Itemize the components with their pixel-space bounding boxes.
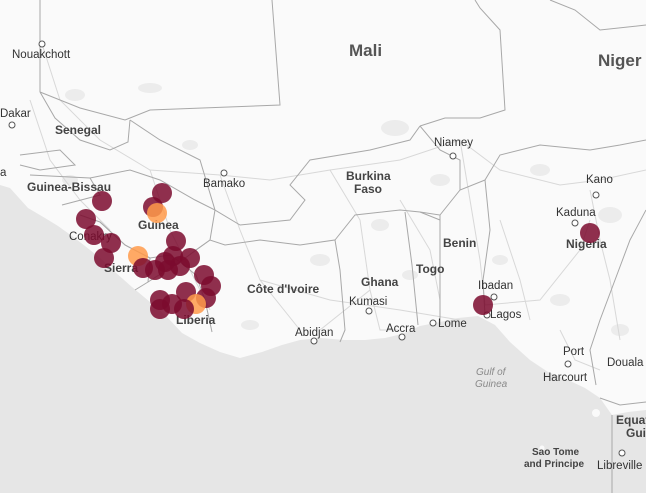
label-kano: Kano [586, 174, 613, 186]
country-borders [19, 0, 646, 493]
data-marker[interactable] [94, 248, 114, 268]
label-benin: Benin [443, 236, 476, 250]
data-marker[interactable] [180, 248, 200, 268]
data-marker[interactable] [92, 191, 112, 211]
label-guinea-water: Guinea [475, 379, 508, 390]
data-marker[interactable] [158, 260, 178, 280]
data-markers[interactable] [76, 183, 600, 319]
label-cote-divoire: Côte d'Ivoire [247, 282, 320, 296]
label-sao-tome: Sao Tome [532, 447, 579, 458]
label-niamey: Niamey [434, 137, 473, 149]
label-dakar: Dakar [0, 108, 31, 120]
data-marker[interactable] [166, 231, 186, 251]
terrain-patches [62, 83, 629, 336]
label-gulf-of: Gulf of [476, 367, 507, 378]
label-abidjan: Abidjan [295, 327, 333, 339]
label-douala: Douala [607, 357, 644, 369]
label-lagos: Lagos [490, 309, 522, 321]
island [539, 445, 545, 451]
data-marker[interactable] [84, 225, 104, 245]
data-marker[interactable] [150, 299, 170, 319]
data-marker[interactable] [101, 233, 121, 253]
label-left-a: a [0, 167, 7, 179]
label-and-principe: and Principe [524, 459, 584, 470]
data-marker[interactable] [76, 209, 96, 229]
label-senegal: Senegal [55, 123, 101, 137]
label-ibadan: Ibadan [478, 280, 513, 292]
label-libreville: Libreville [597, 460, 642, 472]
label-equat: Equat [616, 413, 646, 427]
label-bamako: Bamako [203, 178, 245, 190]
label-guinea: Guinea [138, 218, 179, 232]
label-togo: Togo [416, 262, 444, 276]
label-faso: Faso [354, 182, 382, 196]
label-gui: Gui [626, 426, 646, 440]
data-marker[interactable] [174, 299, 194, 319]
label-port: Port [563, 346, 585, 358]
city-dots [8, 40, 626, 457]
label-nigeria: Nigeria [566, 237, 607, 251]
label-burkina: Burkina [346, 169, 391, 183]
label-mali: Mali [349, 41, 382, 60]
data-marker[interactable] [580, 223, 600, 243]
label-niger: Niger [598, 51, 642, 70]
label-sierra: Sierra [104, 261, 138, 275]
label-accra: Accra [386, 323, 416, 335]
island [592, 409, 600, 417]
data-marker[interactable] [147, 203, 167, 223]
data-marker[interactable] [473, 295, 493, 315]
label-lome: Lome [438, 318, 467, 330]
label-guinea-bissau: Guinea-Bissau [27, 180, 111, 194]
label-kaduna: Kaduna [556, 207, 596, 219]
label-harcourt: Harcourt [543, 372, 588, 384]
label-ghana: Ghana [361, 275, 399, 289]
label-nouakchott: Nouakchott [12, 49, 71, 61]
label-kumasi: Kumasi [349, 296, 387, 308]
